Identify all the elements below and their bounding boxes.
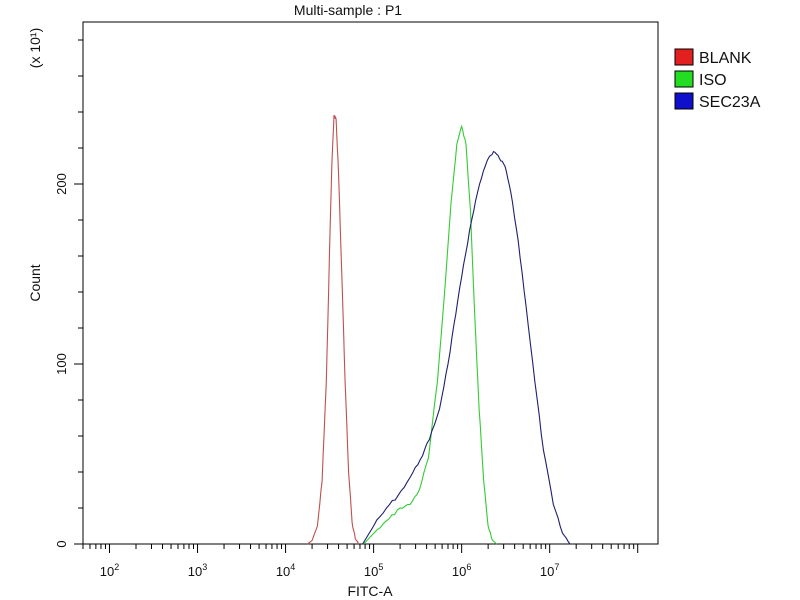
legend-label-iso: ISO	[699, 72, 727, 89]
legend-swatch-iso	[674, 70, 694, 88]
chart-title: Multi-sample : P1	[294, 2, 402, 18]
y-tick-label: 200	[54, 173, 69, 195]
y-tick-label: 0	[54, 540, 69, 547]
x-tick-label: 104	[276, 562, 295, 579]
plot-frame	[82, 21, 659, 545]
legend-label-blank: BLANK	[699, 50, 752, 67]
x-tick-label: 103	[188, 562, 207, 579]
y-multiplier-label: (x 10¹)	[27, 28, 43, 68]
x-tick-label: 105	[364, 562, 383, 579]
legend-swatch-blank	[674, 48, 694, 66]
series-line-sec23a	[362, 150, 571, 545]
series-layer	[307, 114, 571, 545]
axis-ticks	[74, 39, 639, 553]
series-line-iso	[363, 124, 498, 545]
legend: BLANK ISO SEC23A	[674, 48, 761, 111]
tick-labels: 102 103 104 105 106 107 0 100 200	[54, 173, 559, 579]
x-tick-label: 107	[540, 562, 559, 579]
y-axis-label: Count	[27, 264, 43, 301]
legend-swatch-sec23a	[674, 92, 694, 110]
x-tick-label: 102	[100, 562, 119, 579]
x-tick-label: 106	[452, 562, 471, 579]
legend-label-sec23a: SEC23A	[699, 94, 761, 111]
y-tick-label: 100	[54, 353, 69, 375]
series-line-blank	[307, 114, 359, 545]
x-axis-label: FITC-A	[347, 583, 393, 599]
